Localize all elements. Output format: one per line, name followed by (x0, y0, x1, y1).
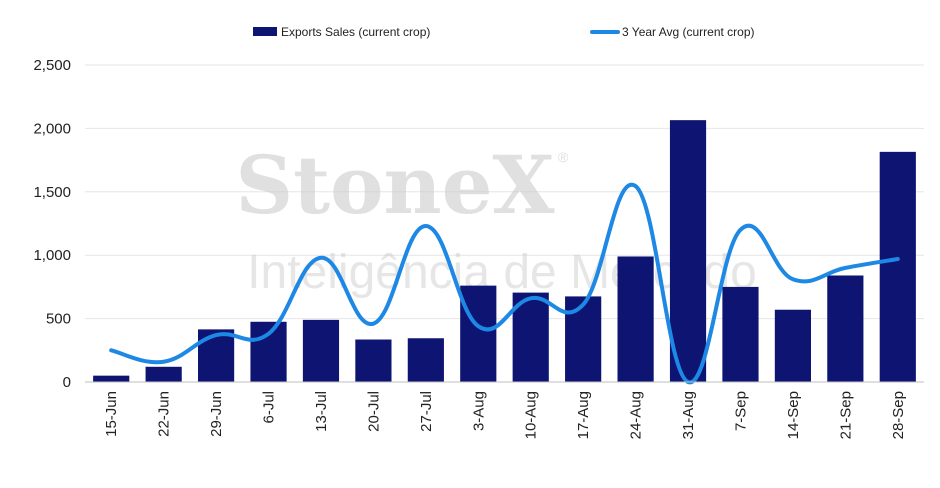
watermark-registered-mark: ® (558, 149, 569, 165)
x-tick-label: 31-Aug (680, 391, 697, 439)
y-tick-label: 500 (46, 311, 71, 328)
bar (355, 339, 392, 382)
x-tick-label: 15-Jun (103, 391, 120, 437)
bar (198, 329, 235, 382)
y-tick-label: 1,500 (33, 184, 71, 201)
x-tick-label: 22-Jun (156, 391, 173, 437)
y-tick-label: 2,500 (33, 57, 71, 74)
legend-item-bars: Exports Sales (current crop) (253, 25, 430, 39)
x-tick-label: 21-Sep (837, 391, 854, 439)
x-tick-label: 28-Sep (890, 391, 907, 439)
legend-label-line: 3 Year Avg (current crop) (622, 25, 755, 39)
x-tick-label: 20-Jul (365, 391, 382, 432)
legend-swatch-bars (253, 27, 277, 36)
bar (774, 309, 811, 382)
x-tick-label: 10-Aug (523, 391, 540, 439)
bar (879, 151, 916, 382)
line-series (109, 182, 900, 385)
bar (407, 338, 444, 382)
watermark-logo-text: StoneX (235, 138, 554, 232)
bar (827, 275, 864, 382)
y-axis-ticks: 0 500 1,000 1,500 2,000 2,500 (33, 57, 71, 391)
bar (302, 319, 340, 382)
bar (565, 296, 602, 382)
x-axis-ticks: 15-Jun 22-Jun 29-Jun 6-Jul 13-Jul 20-Jul 27-Ju… (103, 391, 907, 439)
legend-item-line: 3 Year Avg (current crop) (590, 25, 755, 39)
x-tick-label: 14-Sep (785, 391, 802, 439)
x-tick-label: 27-Jul (418, 391, 435, 432)
bar (722, 286, 759, 382)
y-tick-label: 1,000 (33, 247, 71, 264)
bar (669, 120, 707, 383)
x-tick-label: 24-Aug (628, 391, 645, 439)
bar (145, 366, 182, 382)
x-tick-label: 7-Sep (732, 391, 749, 431)
x-tick-label: 29-Jun (208, 391, 225, 437)
legend-label-bars: Exports Sales (current crop) (281, 25, 430, 39)
x-tick-label: 3-Aug (470, 391, 487, 431)
bar (512, 292, 549, 382)
x-tick-label: 13-Jul (313, 391, 330, 432)
x-tick-label: 17-Aug (575, 391, 592, 439)
legend: Exports Sales (current crop) 3 Year Avg … (253, 25, 755, 39)
bar (460, 285, 497, 382)
y-tick-label: 0 (63, 374, 71, 391)
x-tick-label: 6-Jul (261, 391, 278, 424)
bar (93, 375, 130, 382)
bar (250, 321, 287, 382)
bars-series (93, 120, 916, 383)
y-tick-label: 2,000 (33, 120, 71, 137)
bar (617, 256, 654, 382)
